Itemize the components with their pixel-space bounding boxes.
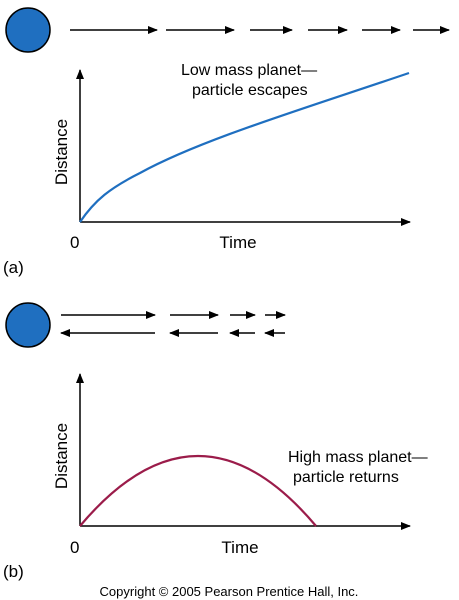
- planet-b: [5, 302, 51, 348]
- panel-a-tag: (a): [3, 258, 24, 277]
- panel-a: Low mass planet— particle escapes Distan…: [3, 7, 450, 277]
- x-axis-label-a: Time: [219, 233, 256, 252]
- axes-b: [76, 373, 411, 530]
- copyright: Copyright © 2005 Pearson Prentice Hall, …: [100, 584, 359, 599]
- escape-curve: [79, 71, 410, 223]
- return-curve: [79, 454, 317, 527]
- origin-label-b: 0: [70, 538, 79, 557]
- caption-a-line1: Low mass planet—: [181, 62, 317, 79]
- caption-a-line2: particle escapes: [192, 82, 308, 99]
- origin-label-a: 0: [70, 233, 79, 252]
- panel-b-tag: (b): [3, 562, 24, 581]
- y-axis-label-b: Distance: [52, 423, 71, 489]
- caption-b-line2: particle returns: [293, 469, 399, 486]
- x-axis-label-b: Time: [221, 538, 258, 557]
- axes-a: [76, 69, 411, 226]
- caption-b-line1: High mass planet—: [288, 449, 428, 466]
- panel-b: High mass planet— particle returns Dista…: [3, 302, 428, 581]
- y-axis-label-a: Distance: [52, 119, 71, 185]
- planet-a: [5, 7, 51, 53]
